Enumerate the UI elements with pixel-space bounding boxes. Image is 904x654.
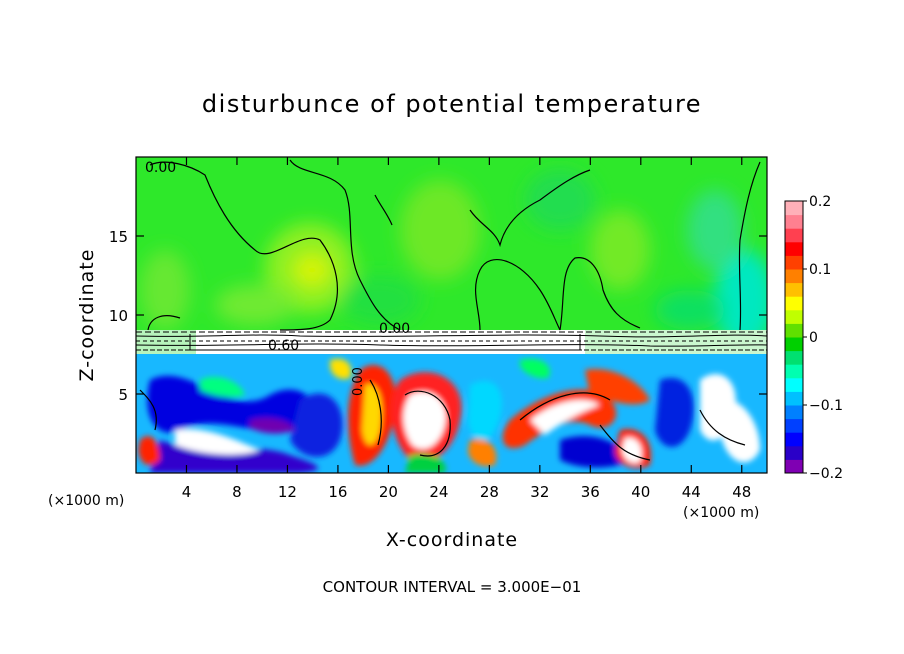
colorbar-swatch [785, 377, 803, 392]
contour-lines [139, 159, 761, 461]
x-tick-label: 20 [379, 483, 398, 501]
x-unit-left: (×1000 m) [48, 493, 124, 509]
lower-layer-eddies [138, 358, 760, 473]
colorbar-ticks: 0.2 0.1 0 −0.1 −0.2 [803, 194, 843, 482]
colorbar-tick-label: −0.1 [809, 398, 843, 414]
colorbar-swatch [785, 296, 803, 311]
y-tick-label: 5 [118, 386, 128, 404]
colorbar [784, 200, 804, 474]
x-tick-label: 16 [328, 483, 347, 501]
contour-label: 0.00 [145, 160, 176, 176]
x-axis-label: X-coordinate [386, 529, 518, 551]
colorbar-swatch [785, 350, 803, 365]
upper-layer-patches [140, 170, 767, 350]
colorbar-swatch [785, 391, 803, 406]
colorbar-swatch [785, 282, 803, 297]
x-axis-ticks: 4 8 12 16 20 24 28 32 36 40 44 48 [182, 157, 751, 501]
colorbar-swatch [785, 241, 803, 256]
colorbar-tick-label: 0 [809, 330, 818, 346]
colorbar-swatch [785, 459, 803, 474]
interface-contours [136, 331, 767, 351]
colorbar-swatch [785, 255, 803, 270]
colorbar-swatch [785, 364, 803, 379]
colorbar-swatch [785, 214, 803, 229]
contour-label: 0.60 [268, 338, 299, 354]
x-tick-label: 28 [480, 483, 499, 501]
chart-title: disturbunce of potential temperature [202, 90, 702, 118]
colorbar-swatch [785, 269, 803, 284]
x-tick-label: 44 [682, 483, 701, 501]
x-tick-label: 12 [278, 483, 297, 501]
y-tick-label: 10 [109, 307, 128, 325]
colorbar-swatch [785, 445, 803, 460]
colorbar-swatch [785, 309, 803, 324]
colorbar-tick-label: 0.1 [809, 262, 831, 278]
colorbar-swatch [785, 418, 803, 433]
x-unit-right: (×1000 m) [683, 505, 759, 521]
colorbar-tick-label: −0.2 [809, 466, 843, 482]
x-tick-label: 8 [232, 483, 242, 501]
y-axis-label: Z-coordinate [76, 249, 98, 382]
contour-label: 0.00 [379, 321, 410, 337]
x-tick-label: 4 [182, 483, 192, 501]
colorbar-swatch [785, 201, 803, 216]
x-tick-label: 36 [581, 483, 600, 501]
colorbar-swatch [785, 337, 803, 352]
x-tick-label: 32 [530, 483, 549, 501]
plot-area [136, 157, 767, 473]
y-tick-label: 15 [109, 228, 128, 246]
y-axis-ticks: 5 10 15 [109, 228, 767, 404]
contour-labels: 0.00 0.00 0.60 0.00 [145, 160, 410, 396]
contour-label: 0.00 [351, 367, 366, 396]
colorbar-swatch [785, 228, 803, 243]
x-tick-label: 40 [631, 483, 650, 501]
colorbar-swatch [785, 405, 803, 420]
colorbar-tick-label: 0.2 [809, 194, 831, 210]
colorbar-swatch [785, 432, 803, 447]
x-tick-label: 48 [732, 483, 751, 501]
contour-interval-note: CONTOUR INTERVAL = 3.000E−01 [323, 578, 582, 596]
x-tick-label: 24 [429, 483, 448, 501]
colorbar-swatch [785, 323, 803, 338]
